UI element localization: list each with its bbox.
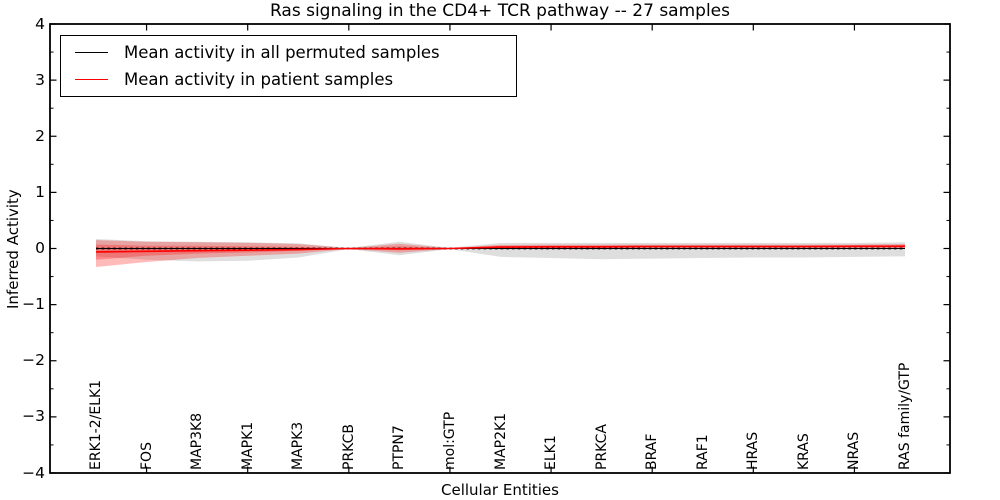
x-tick-label: NRAS bbox=[846, 431, 863, 470]
y-tick-label: 2 bbox=[35, 126, 45, 145]
x-tick-label: ELK1 bbox=[543, 435, 560, 470]
x-tick-label: MAP3K8 bbox=[189, 412, 206, 470]
x-tick-label: PRKCB bbox=[340, 424, 357, 470]
x-axis-title: Cellular Entities bbox=[441, 481, 559, 499]
x-tick-label: RAS family/GTP bbox=[897, 362, 913, 470]
x-tick-label: HRAS bbox=[745, 431, 762, 470]
legend-line-swatch-black bbox=[75, 52, 108, 54]
chart-title: Ras signaling in the CD4+ TCR pathway --… bbox=[269, 1, 730, 21]
y-tick-label: 0 bbox=[35, 239, 45, 257]
legend-entry-permuted: Mean activity in all permuted samples bbox=[75, 43, 516, 62]
legend: Mean activity in all permuted samples Me… bbox=[60, 35, 517, 97]
x-tick-label: PTPN7 bbox=[391, 425, 408, 470]
x-tick-label: PRKCA bbox=[593, 424, 610, 470]
legend-entry-patient: Mean activity in patient samples bbox=[75, 70, 516, 89]
x-tick-label: MAPK1 bbox=[239, 421, 256, 470]
y-tick-label: 3 bbox=[35, 70, 45, 89]
y-tick-label: −1 bbox=[22, 295, 45, 314]
y-tick-label: 1 bbox=[35, 182, 45, 201]
x-tick-label: BRAF bbox=[644, 433, 661, 470]
y-tick-label: 4 bbox=[35, 14, 45, 33]
y-tick-label: −3 bbox=[22, 407, 45, 426]
legend-label: Mean activity in all permuted samples bbox=[124, 43, 440, 63]
x-tick-label: KRAS bbox=[795, 433, 812, 470]
x-tick-label: RAF1 bbox=[694, 434, 711, 470]
x-tick-label: FOS bbox=[138, 442, 155, 470]
y-tick-label: −2 bbox=[22, 351, 45, 370]
legend-line-swatch-red bbox=[75, 78, 108, 80]
band-permuted-ci bbox=[96, 239, 905, 262]
x-tick-label: ERK1-2/ELK1 bbox=[88, 379, 104, 470]
x-tick-label: MAPK3 bbox=[290, 421, 307, 470]
y-tick-label: −4 bbox=[22, 463, 45, 482]
line-patient-mean bbox=[95, 245, 905, 253]
x-tick-label: mol:GTP bbox=[441, 411, 458, 470]
legend-label: Mean activity in patient samples bbox=[124, 69, 394, 89]
x-tick-label: MAP2K1 bbox=[492, 412, 509, 470]
